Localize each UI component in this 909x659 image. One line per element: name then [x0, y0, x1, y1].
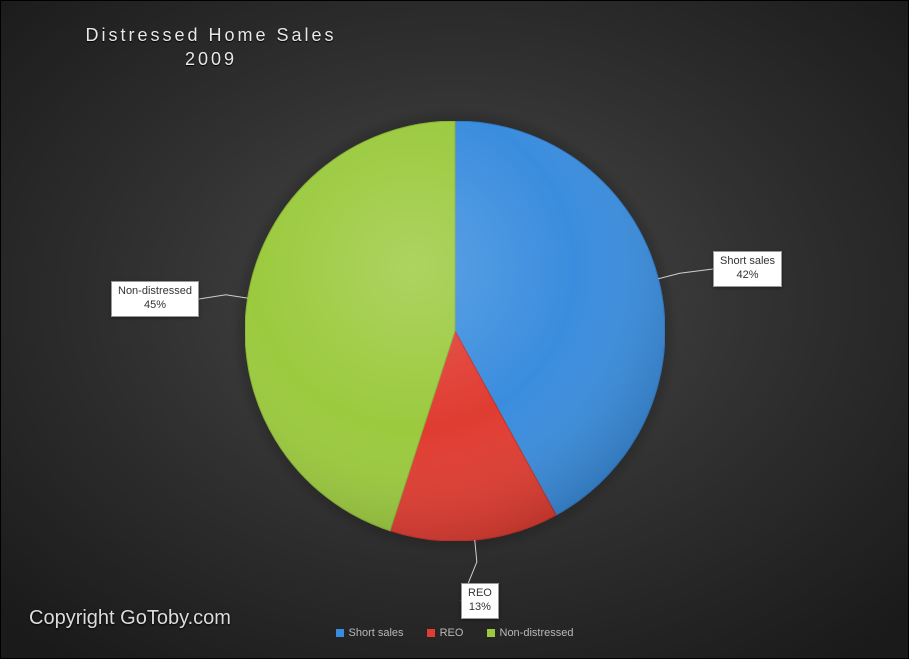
label-reo-name: REO: [468, 587, 492, 599]
legend-item-non-distressed: Non-distressed: [487, 627, 574, 639]
legend-swatch-non-distressed: [487, 629, 495, 637]
legend-label-reo: REO: [440, 627, 464, 639]
label-non-distressed-name: Non-distressed: [118, 285, 192, 297]
label-short-sales: Short sales 42%: [713, 251, 782, 287]
chart-title-line2: 2009: [185, 49, 237, 69]
legend-item-short-sales: Short sales: [336, 627, 404, 639]
legend-swatch-short-sales: [336, 629, 344, 637]
pie-svg: [245, 121, 665, 541]
legend-item-reo: REO: [427, 627, 464, 639]
label-reo-pct: 13%: [469, 601, 491, 613]
legend-label-short-sales: Short sales: [349, 627, 404, 639]
chart-title: Distressed Home Sales 2009: [81, 23, 341, 72]
chart-title-line1: Distressed Home Sales: [85, 25, 336, 45]
label-non-distressed-pct: 45%: [144, 299, 166, 311]
label-short-sales-name: Short sales: [720, 255, 775, 267]
copyright-text: Copyright GoToby.com: [29, 607, 231, 630]
label-reo: REO 13%: [461, 583, 499, 619]
legend-swatch-reo: [427, 629, 435, 637]
label-short-sales-pct: 42%: [737, 269, 759, 281]
legend-label-non-distressed: Non-distressed: [500, 627, 574, 639]
label-non-distressed: Non-distressed 45%: [111, 281, 199, 317]
chart-stage: Distressed Home Sales 2009 Short sales 4…: [0, 0, 909, 659]
